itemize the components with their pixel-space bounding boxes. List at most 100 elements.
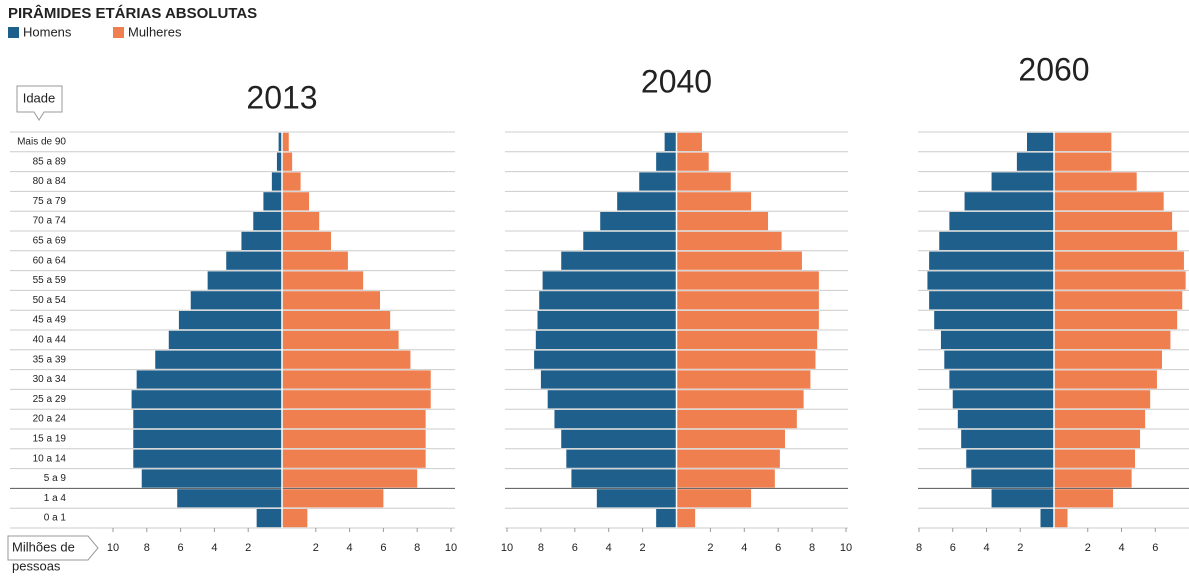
- bar: [656, 509, 677, 528]
- bar: [282, 429, 426, 448]
- bar: [1054, 251, 1184, 270]
- x-tick-label: 4: [211, 542, 217, 554]
- x-tick-label: 2: [245, 542, 251, 554]
- x-tick-label: 2: [640, 542, 646, 554]
- age-label-box: [16, 85, 63, 121]
- bar: [1054, 192, 1164, 211]
- bar: [964, 192, 1054, 211]
- bar: [596, 489, 677, 508]
- bar: [676, 251, 802, 270]
- category-label: 65 a 69: [33, 236, 67, 247]
- axis-label: Milhões de: [12, 539, 75, 554]
- x-tick-label: 4: [741, 542, 747, 554]
- x-tick-label: 8: [916, 542, 922, 554]
- bar: [676, 410, 797, 429]
- x-tick-label: 2: [313, 542, 319, 554]
- category-label: 25 a 29: [33, 394, 67, 405]
- bar: [253, 212, 282, 231]
- bar: [133, 449, 282, 468]
- bar: [1016, 152, 1054, 171]
- bar: [1054, 152, 1112, 171]
- bar: [178, 311, 282, 330]
- bar: [226, 251, 282, 270]
- bar: [1054, 350, 1162, 369]
- bar: [282, 390, 431, 409]
- bar: [282, 291, 381, 310]
- bar: [1054, 429, 1141, 448]
- chart-title: 2060: [1018, 51, 1089, 87]
- bar: [282, 410, 426, 429]
- bar: [141, 469, 282, 488]
- bar: [1054, 449, 1135, 468]
- category-label: 45 a 49: [33, 315, 67, 326]
- x-tick-label: 10: [501, 542, 513, 554]
- bar: [1054, 410, 1146, 429]
- bar: [1054, 370, 1157, 389]
- bar: [966, 449, 1054, 468]
- category-label: 50 a 54: [33, 295, 67, 306]
- bar: [271, 172, 282, 191]
- category-label: 15 a 19: [33, 434, 67, 445]
- category-label: 35 a 39: [33, 354, 67, 365]
- bar: [676, 192, 752, 211]
- bar: [929, 251, 1054, 270]
- bar: [190, 291, 282, 310]
- bar: [282, 509, 308, 528]
- bar: [676, 509, 696, 528]
- axis-label: pessoas: [12, 558, 61, 573]
- bar: [168, 330, 282, 349]
- age-label: Idade: [23, 90, 56, 105]
- bar: [676, 311, 819, 330]
- x-tick-label: 4: [1118, 542, 1124, 554]
- category-label: 75 a 79: [33, 196, 67, 207]
- x-tick-label: 2: [707, 542, 713, 554]
- bar: [1027, 132, 1054, 151]
- bar: [617, 192, 677, 211]
- category-label: 30 a 34: [33, 374, 67, 385]
- bar: [676, 489, 752, 508]
- bar: [282, 489, 384, 508]
- bar: [676, 152, 709, 171]
- x-tick-label: 6: [775, 542, 781, 554]
- bar: [939, 231, 1054, 250]
- bar: [263, 192, 282, 211]
- bar: [1054, 509, 1068, 528]
- bar: [991, 172, 1054, 191]
- bar: [1040, 509, 1054, 528]
- bar: [282, 370, 431, 389]
- bar: [561, 251, 677, 270]
- x-tick-label: 2: [1017, 542, 1023, 554]
- category-label: 1 a 4: [44, 493, 67, 504]
- bar: [561, 429, 677, 448]
- bar: [282, 132, 289, 151]
- x-tick-label: 8: [144, 542, 150, 554]
- bar: [282, 350, 411, 369]
- bar: [1054, 311, 1178, 330]
- bar: [949, 212, 1054, 231]
- bar: [571, 469, 677, 488]
- bar: [1054, 271, 1186, 290]
- bar: [639, 172, 677, 191]
- bar: [282, 449, 426, 468]
- bar: [566, 449, 677, 468]
- x-tick-label: 2: [1085, 542, 1091, 554]
- bar: [957, 410, 1054, 429]
- bar: [282, 311, 391, 330]
- x-tick-label: 6: [178, 542, 184, 554]
- x-tick-label: 10: [107, 542, 119, 554]
- bar: [929, 291, 1054, 310]
- bar: [656, 152, 677, 171]
- axis-label-box: [7, 535, 99, 561]
- category-label: 20 a 24: [33, 414, 67, 425]
- bar: [131, 390, 282, 409]
- bar: [1054, 212, 1173, 231]
- bar: [133, 410, 282, 429]
- bar: [155, 350, 282, 369]
- category-label: 55 a 59: [33, 275, 67, 286]
- bar: [282, 152, 293, 171]
- bar: [1054, 231, 1178, 250]
- bar: [676, 429, 785, 448]
- bar: [535, 330, 677, 349]
- bar: [676, 172, 731, 191]
- bar: [934, 311, 1054, 330]
